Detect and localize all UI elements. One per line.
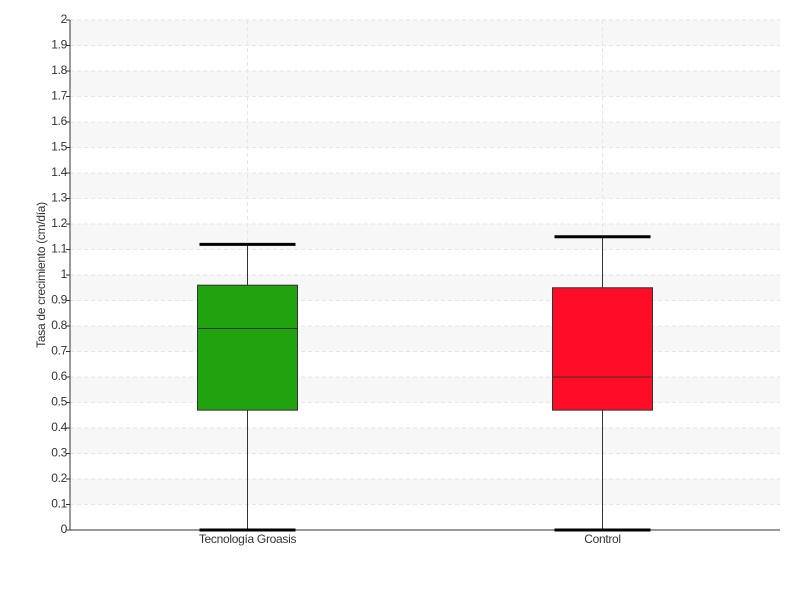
grid-band (70, 71, 780, 97)
y-tick-label: 1.5 (51, 140, 67, 154)
y-tick-label: 1.8 (51, 63, 67, 77)
y-tick-label: 0 (61, 522, 68, 536)
y-axis-label: Tasa de crecimiento (cm/día) (34, 202, 48, 348)
y-tick-label: 1.3 (51, 191, 67, 205)
y-tick-label: 0.1 (51, 497, 67, 511)
y-tick-label: 0.8 (51, 318, 67, 332)
y-tick-label: 0.7 (51, 344, 67, 358)
y-tick-label: 0.3 (51, 446, 67, 460)
y-tick-label: 1 (61, 267, 68, 281)
y-tick-label: 0.4 (51, 420, 67, 434)
y-tick-label: 0.2 (51, 471, 67, 485)
grid-band (70, 479, 780, 505)
grid-band (70, 122, 780, 148)
grid-band (70, 275, 780, 301)
y-tick-label: 0.5 (51, 395, 67, 409)
y-tick-label: 0.6 (51, 369, 67, 383)
y-tick-label: 1.7 (51, 89, 67, 103)
y-tick-label: 0.9 (51, 293, 67, 307)
grid-band (70, 224, 780, 250)
y-tick-label: 1.2 (51, 216, 67, 230)
y-tick-label: 1.1 (51, 242, 67, 256)
grid-band (70, 377, 780, 403)
box (552, 287, 653, 411)
box (197, 284, 298, 411)
grid-band (70, 20, 780, 46)
x-tick-label: Tecnología Groasis (199, 532, 297, 546)
grid-band (70, 173, 780, 199)
grid-band (70, 326, 780, 352)
y-tick-label: 2 (61, 12, 68, 26)
x-tick-label: Control (584, 532, 621, 546)
y-tick-label: 1.9 (51, 38, 67, 52)
y-tick-label: 1.4 (51, 165, 67, 179)
grid-band (70, 428, 780, 454)
y-tick-label: 1.6 (51, 114, 67, 128)
